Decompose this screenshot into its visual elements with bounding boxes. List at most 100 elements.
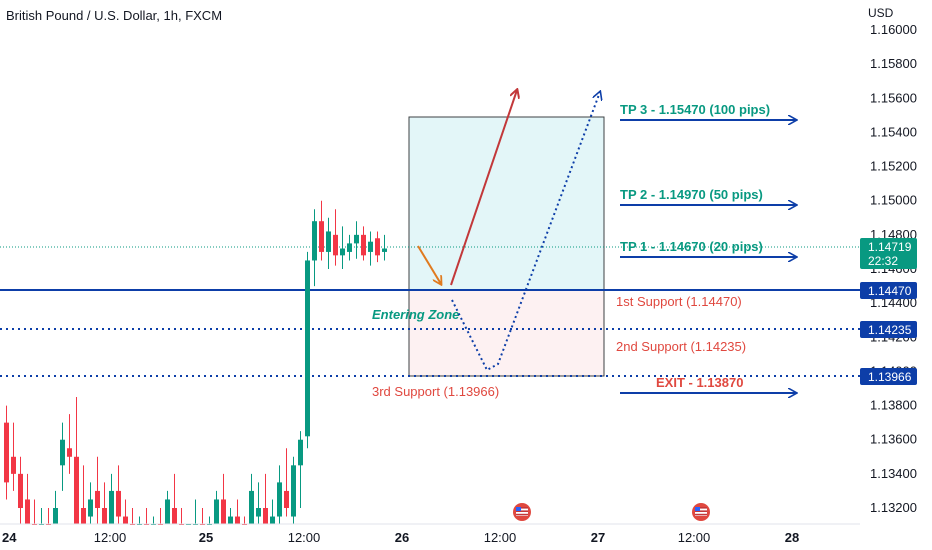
candle (95, 456, 100, 524)
x-tick-label: 25 (199, 530, 213, 545)
candle (235, 499, 240, 524)
loss-zone[interactable] (408, 289, 605, 377)
candle (18, 456, 23, 524)
candle-body (4, 422, 9, 483)
candle-body (81, 508, 86, 524)
candle (221, 473, 226, 524)
candle-body (326, 231, 331, 252)
candle (214, 490, 219, 524)
currency-label: USD (868, 6, 894, 20)
level-tag-value: 1.14470 (868, 284, 912, 298)
candle-body (109, 490, 114, 524)
candle-body (165, 499, 170, 524)
candle (144, 508, 149, 525)
candle-body (116, 490, 121, 517)
candle (340, 226, 345, 269)
candle (60, 422, 65, 491)
candle-body (221, 499, 226, 524)
candle-body (291, 465, 296, 517)
candle (354, 221, 359, 259)
candle-body (123, 516, 128, 524)
x-tick-label: 12:00 (94, 530, 127, 545)
last-price-value: 1.14719 (868, 240, 912, 254)
y-tick-label: 1.16000 (870, 22, 917, 37)
support-3-label: 3rd Support (1.13966) (372, 384, 499, 399)
candle-body (340, 248, 345, 256)
support-2-label: 2nd Support (1.14235) (616, 339, 746, 354)
candle-body (361, 234, 366, 256)
candle (32, 499, 37, 525)
candle (165, 490, 170, 524)
candle-body (95, 490, 100, 508)
exit-label: EXIT - 1.13870 (656, 375, 743, 390)
level-tag-value: 1.14235 (868, 323, 912, 337)
candle (102, 482, 107, 524)
candle-body (102, 508, 107, 524)
candle (277, 465, 282, 524)
candle (228, 508, 233, 524)
candle-body (256, 508, 261, 517)
y-tick-label: 1.15000 (870, 193, 917, 208)
candle (39, 508, 44, 525)
y-tick-label: 1.15600 (870, 90, 917, 105)
candle (88, 482, 93, 524)
candle (270, 499, 275, 524)
candle-body (228, 516, 233, 524)
candle-body (312, 221, 317, 261)
candle (109, 473, 114, 524)
orange-entry-arrow (417, 245, 441, 284)
candle-body (298, 439, 303, 466)
last-price-countdown: 22:32 (868, 254, 898, 268)
last-price-tag: 1.14719 22:32 (860, 238, 917, 269)
candle (4, 405, 9, 500)
candle-body (347, 243, 352, 252)
candle-body (172, 508, 177, 524)
y-tick-label: 1.15400 (870, 124, 917, 139)
candle-body (74, 456, 79, 524)
candle (116, 465, 121, 524)
y-tick-label: 1.13800 (870, 398, 917, 413)
y-tick-label: 1.13400 (870, 466, 917, 481)
profit-zone[interactable] (408, 116, 605, 291)
support-1-label: 1st Support (1.14470) (616, 294, 742, 309)
entering-zone-label: Entering Zone (372, 307, 459, 322)
tp2-label: TP 2 - 1.14970 (50 pips) (620, 187, 763, 202)
x-tick-label: 12:00 (288, 530, 321, 545)
candle-body (67, 448, 72, 457)
x-axis: 24 12:00 25 12:00 26 12:00 27 12:00 28 (2, 530, 799, 545)
candle (81, 465, 86, 524)
candle (158, 508, 163, 525)
candle-body (319, 221, 324, 252)
candle-body (333, 234, 338, 256)
candle-body (263, 508, 268, 524)
candle (312, 209, 317, 287)
candle (291, 456, 296, 524)
candle-body (277, 482, 282, 517)
candle (123, 499, 128, 524)
candle (172, 473, 177, 524)
candle-body (284, 490, 289, 508)
candle (193, 499, 198, 525)
candle-body (249, 490, 254, 524)
x-tick-label: 26 (395, 530, 409, 545)
candle-body (11, 456, 16, 474)
candle-body (354, 234, 359, 244)
candle-body (235, 516, 240, 524)
candle (11, 422, 16, 491)
candle-body (270, 516, 275, 524)
tp3-label: TP 3 - 1.15470 (100 pips) (620, 102, 770, 117)
candle (382, 234, 387, 261)
us-flag-icon[interactable] (513, 503, 531, 521)
y-tick-label: 1.13200 (870, 500, 917, 515)
level-tag-1st-support: 1.14470 (860, 282, 917, 299)
candle-body (88, 499, 93, 517)
candle (46, 508, 51, 525)
candle (130, 508, 135, 525)
candle-body (60, 439, 65, 466)
candle-body (368, 241, 373, 252)
candle-body (375, 238, 380, 256)
candle (249, 473, 254, 524)
us-flag-icon[interactable] (692, 503, 710, 521)
candle (256, 482, 261, 524)
